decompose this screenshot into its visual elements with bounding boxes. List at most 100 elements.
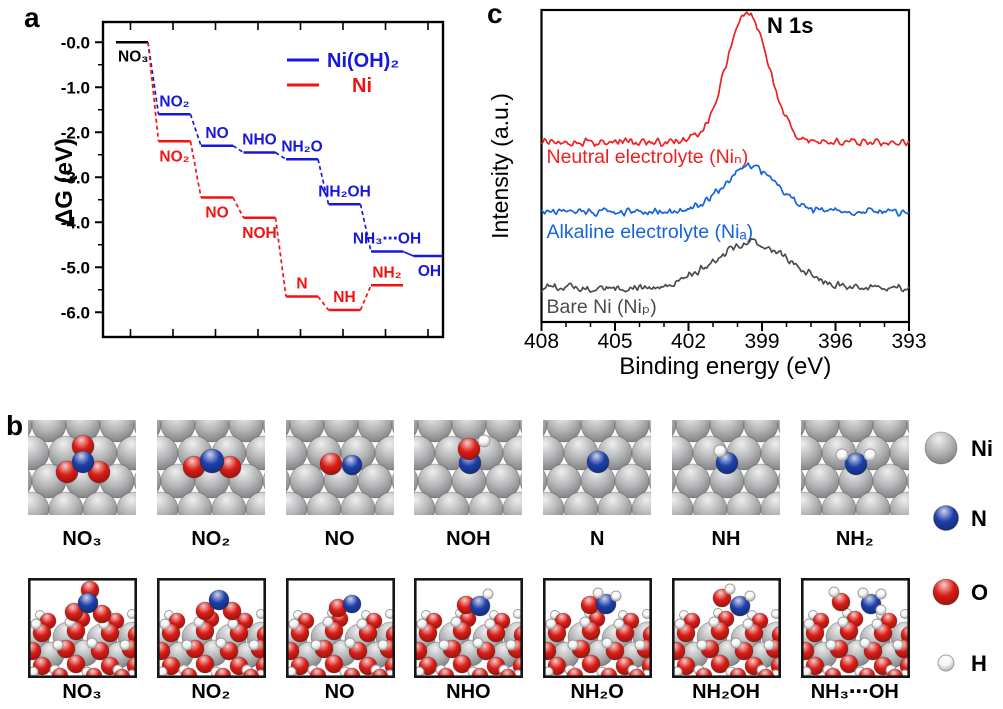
o-atom-icon bbox=[319, 452, 342, 476]
h-atom-icon bbox=[181, 639, 193, 651]
ni-atom-icon bbox=[889, 491, 909, 515]
h-atom-icon bbox=[248, 639, 260, 651]
legend-entry-label: Ni bbox=[352, 75, 372, 97]
h-atom-icon bbox=[871, 618, 883, 630]
n-atom-icon bbox=[715, 451, 739, 475]
element-label-Ni: Ni bbox=[971, 436, 993, 461]
structure-side-view-1 bbox=[28, 578, 137, 678]
h-atom-icon bbox=[634, 639, 646, 651]
h-atom-icon bbox=[484, 618, 496, 630]
xps-n1s-chart: 408 405 402 399 396 393 Binding energy (eV) Int… bbox=[487, 8, 927, 380]
x-tick-label: 393 bbox=[891, 330, 926, 353]
structure-label: NOH bbox=[446, 528, 491, 550]
x-tick-label: 402 bbox=[671, 330, 706, 353]
o-atom-icon bbox=[831, 592, 851, 612]
n-atom-icon bbox=[208, 589, 230, 611]
o-atom-icon bbox=[839, 654, 859, 674]
h-atom-icon bbox=[472, 637, 484, 649]
o-atom-icon bbox=[55, 460, 79, 484]
h-atom-icon bbox=[215, 637, 227, 649]
y-tick-label: -5.0 bbox=[61, 258, 90, 277]
structure-side-view-3 bbox=[285, 578, 395, 678]
structure-side-view-4 bbox=[414, 578, 524, 678]
structure-side-view-6 bbox=[672, 578, 781, 678]
x-axis-title: Binding energy (eV) bbox=[619, 353, 831, 380]
n-atom-icon bbox=[341, 454, 362, 476]
h-atom-icon bbox=[227, 618, 239, 630]
ni-atom-icon bbox=[245, 491, 265, 515]
element-label-H: H bbox=[971, 651, 987, 676]
tile-border bbox=[28, 578, 137, 678]
h-atom-icon bbox=[708, 616, 720, 628]
o-atom-icon bbox=[195, 654, 215, 674]
h-atom-icon bbox=[310, 639, 322, 651]
element-color-legend: Ni N O H bbox=[924, 431, 993, 676]
ni-atom-icon bbox=[889, 435, 909, 471]
ni-atom-icon bbox=[391, 472, 394, 490]
ni-atom-icon bbox=[374, 491, 394, 515]
h-atom-icon bbox=[937, 654, 955, 672]
legend-entry-label: Ni(OH)₂ bbox=[327, 50, 399, 72]
chart-legend: Ni(OH)₂ Ni bbox=[287, 50, 399, 97]
xps-curve-3 bbox=[540, 237, 910, 293]
structure-label: NH bbox=[711, 528, 741, 550]
h-atom-icon bbox=[863, 448, 877, 462]
structure-label: NO₃ bbox=[62, 528, 102, 550]
structure-top-view-6 bbox=[672, 420, 780, 515]
x-tick-label: 399 bbox=[744, 330, 779, 353]
n-atom-icon bbox=[586, 450, 610, 474]
structure-label: NO₂ bbox=[191, 528, 231, 550]
structure-side-view-7 bbox=[800, 578, 910, 678]
series-2: NO₂ NO NOH N NH NH₂ bbox=[147, 42, 403, 312]
structure-label: NH₃⋯OH bbox=[810, 681, 899, 703]
structure-top-view-3 bbox=[285, 420, 394, 515]
step-label: OH bbox=[418, 263, 441, 280]
h-atom-icon bbox=[835, 448, 849, 462]
h-atom-icon bbox=[613, 618, 625, 630]
series-1: NO₂ NO NHO NH₂O NH₂OH NH₃⋯OH OH bbox=[147, 42, 443, 280]
h-atom-icon bbox=[416, 618, 428, 630]
h-atom-icon bbox=[592, 587, 604, 599]
h-atom-icon bbox=[875, 604, 887, 616]
ni-atom-icon bbox=[519, 420, 523, 434]
h-atom-icon bbox=[875, 588, 887, 600]
o-atom-icon bbox=[457, 437, 481, 461]
xps-curve-2 bbox=[540, 162, 910, 217]
o-atom-icon bbox=[66, 654, 86, 674]
o-atom-icon bbox=[800, 641, 815, 661]
h-atom-icon bbox=[438, 639, 450, 651]
h-atom-icon bbox=[450, 616, 462, 628]
step-label: NO bbox=[205, 125, 228, 142]
h-atom-icon bbox=[713, 444, 727, 458]
step-label: NO₃ bbox=[118, 48, 148, 65]
ni-atom-icon bbox=[374, 435, 394, 471]
o-atom-icon bbox=[452, 654, 472, 674]
structure-label: NHO bbox=[446, 681, 491, 703]
h-atom-icon bbox=[742, 618, 754, 630]
ni-atom-icon bbox=[906, 472, 909, 490]
h-atom-icon bbox=[567, 639, 579, 651]
x-axis-ticks bbox=[129, 22, 429, 337]
h-atom-icon bbox=[674, 618, 686, 630]
step-label: NH₃⋯OH bbox=[353, 231, 421, 248]
ni-atom-icon bbox=[262, 472, 265, 490]
structure-label: NO₃ bbox=[62, 681, 102, 703]
step-label: NHO bbox=[242, 132, 276, 149]
step-label: NOH bbox=[242, 225, 276, 242]
ni-atom-icon bbox=[519, 472, 523, 490]
structure-side-view-5 bbox=[543, 578, 653, 678]
h-atom-icon bbox=[119, 639, 131, 651]
h-atom-icon bbox=[545, 618, 557, 630]
ni-atom-icon bbox=[245, 435, 265, 471]
ni-atom-icon bbox=[262, 420, 265, 434]
h-atom-icon bbox=[892, 639, 904, 651]
ni-atom-icon bbox=[116, 435, 136, 471]
h-atom-icon bbox=[696, 639, 708, 651]
h-atom-icon bbox=[730, 637, 742, 649]
xps-curve-1 bbox=[540, 11, 910, 147]
h-atom-icon bbox=[610, 590, 622, 602]
structure-label: NO₂ bbox=[191, 681, 231, 703]
o-atom-icon bbox=[64, 602, 84, 622]
step-label: NH₂OH bbox=[318, 183, 371, 200]
structure-top-view-5 bbox=[543, 420, 652, 515]
